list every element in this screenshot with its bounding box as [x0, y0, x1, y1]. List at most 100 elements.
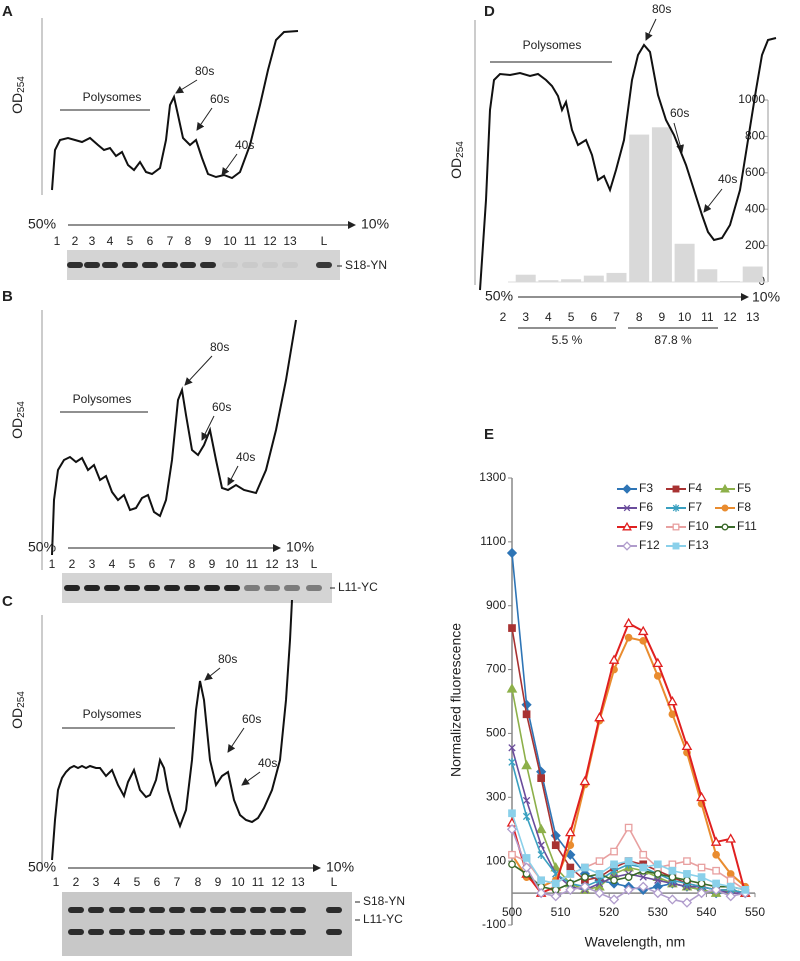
lane-label: 1	[49, 557, 56, 571]
marker	[712, 850, 720, 859]
marker	[565, 884, 576, 895]
gel-band	[190, 929, 206, 935]
y-tick-label: 1100	[480, 534, 506, 548]
marker	[668, 866, 677, 875]
arrow	[184, 355, 213, 386]
lane-label: 6	[154, 875, 161, 889]
x-tick-label: 3	[522, 310, 529, 324]
gel-band	[316, 262, 332, 268]
gel-band	[290, 929, 306, 935]
gel-band	[250, 907, 266, 913]
marker	[622, 521, 632, 531]
y-axis-label-main: OD	[448, 158, 464, 179]
marker	[667, 894, 678, 905]
legend-label: F12	[639, 538, 660, 552]
marker	[537, 876, 546, 885]
lane-label: L	[331, 875, 338, 889]
marker	[639, 873, 647, 881]
gel-band	[222, 262, 238, 268]
lane-label: L	[311, 557, 318, 571]
marker	[637, 625, 649, 636]
arrow	[703, 188, 723, 213]
gel-band	[290, 907, 306, 913]
y-axis-label: Normalized fluorescence	[448, 623, 464, 777]
lane-label: 3	[89, 557, 96, 571]
x-tick-label: 7	[613, 310, 620, 324]
gel-band	[270, 907, 286, 913]
marker	[639, 863, 648, 872]
gradient-label: 10%	[286, 539, 314, 555]
marker	[653, 672, 662, 680]
gel-band	[129, 907, 145, 913]
od-trace	[479, 37, 777, 291]
marker	[594, 711, 605, 722]
gel-band	[142, 262, 158, 268]
lane-label: 2	[73, 875, 80, 889]
y-axis-label-main: OD	[9, 418, 25, 439]
gel-band	[124, 585, 140, 591]
gel-band	[84, 262, 100, 268]
lane-label: 5	[134, 875, 141, 889]
marker	[672, 542, 680, 550]
gel-band	[326, 907, 342, 913]
marker	[536, 887, 547, 899]
x-tick-label: 9	[659, 310, 666, 324]
arrow	[241, 771, 261, 786]
panel-label: B	[2, 288, 13, 305]
lane-label: 2	[72, 234, 79, 248]
marker	[551, 879, 560, 888]
marker	[595, 857, 604, 865]
marker	[522, 710, 531, 719]
marker	[672, 504, 680, 512]
marker	[668, 860, 677, 869]
x-tick-label: 520	[599, 905, 619, 919]
marker	[726, 876, 735, 885]
gel-band	[109, 907, 125, 913]
peak-label: 40s	[235, 138, 254, 152]
gel-band	[149, 907, 165, 913]
lane-label: 7	[174, 875, 181, 889]
marker	[652, 887, 663, 899]
gel-band	[224, 585, 240, 591]
bar	[720, 281, 740, 282]
gel-band	[210, 907, 226, 913]
marker	[623, 504, 631, 512]
bar	[697, 269, 718, 282]
gel-band	[149, 929, 165, 935]
x-tick-label: 8	[636, 310, 643, 324]
line	[511, 627, 746, 894]
legend-label: F13	[688, 538, 709, 552]
gel-band	[270, 929, 286, 935]
marker	[508, 757, 516, 767]
peak-label: 40s	[258, 756, 277, 770]
gel-label: L11-YC	[338, 580, 378, 594]
legend-label: F4	[688, 481, 702, 495]
arrow	[227, 465, 239, 486]
legend-label: F3	[639, 481, 653, 495]
lane-label: 5	[127, 234, 134, 248]
x-tick-label: 550	[745, 905, 765, 919]
y-axis-label-sub: 254	[16, 76, 27, 93]
gel-band	[306, 585, 322, 591]
marker	[610, 876, 618, 885]
arrow	[645, 18, 657, 41]
gel-band	[250, 929, 266, 935]
lane-label: 11	[246, 557, 259, 571]
marker	[522, 854, 531, 862]
gradient-label: 50%	[28, 539, 56, 555]
marker	[668, 710, 677, 719]
marker	[721, 523, 729, 531]
polysomes-label: Polysomes	[523, 38, 582, 52]
marker	[565, 826, 576, 837]
x-tick-label: 530	[648, 905, 668, 919]
y-tick-label: 1300	[479, 470, 506, 484]
gradient-label: 50%	[485, 288, 513, 304]
lane-label: 13	[291, 875, 305, 889]
marker	[522, 796, 531, 805]
marker	[535, 823, 547, 834]
marker	[610, 860, 618, 869]
gel-band	[102, 262, 118, 268]
lane-label: 12	[263, 234, 277, 248]
gel-label: S18-YN	[345, 258, 387, 272]
marker	[672, 523, 680, 531]
